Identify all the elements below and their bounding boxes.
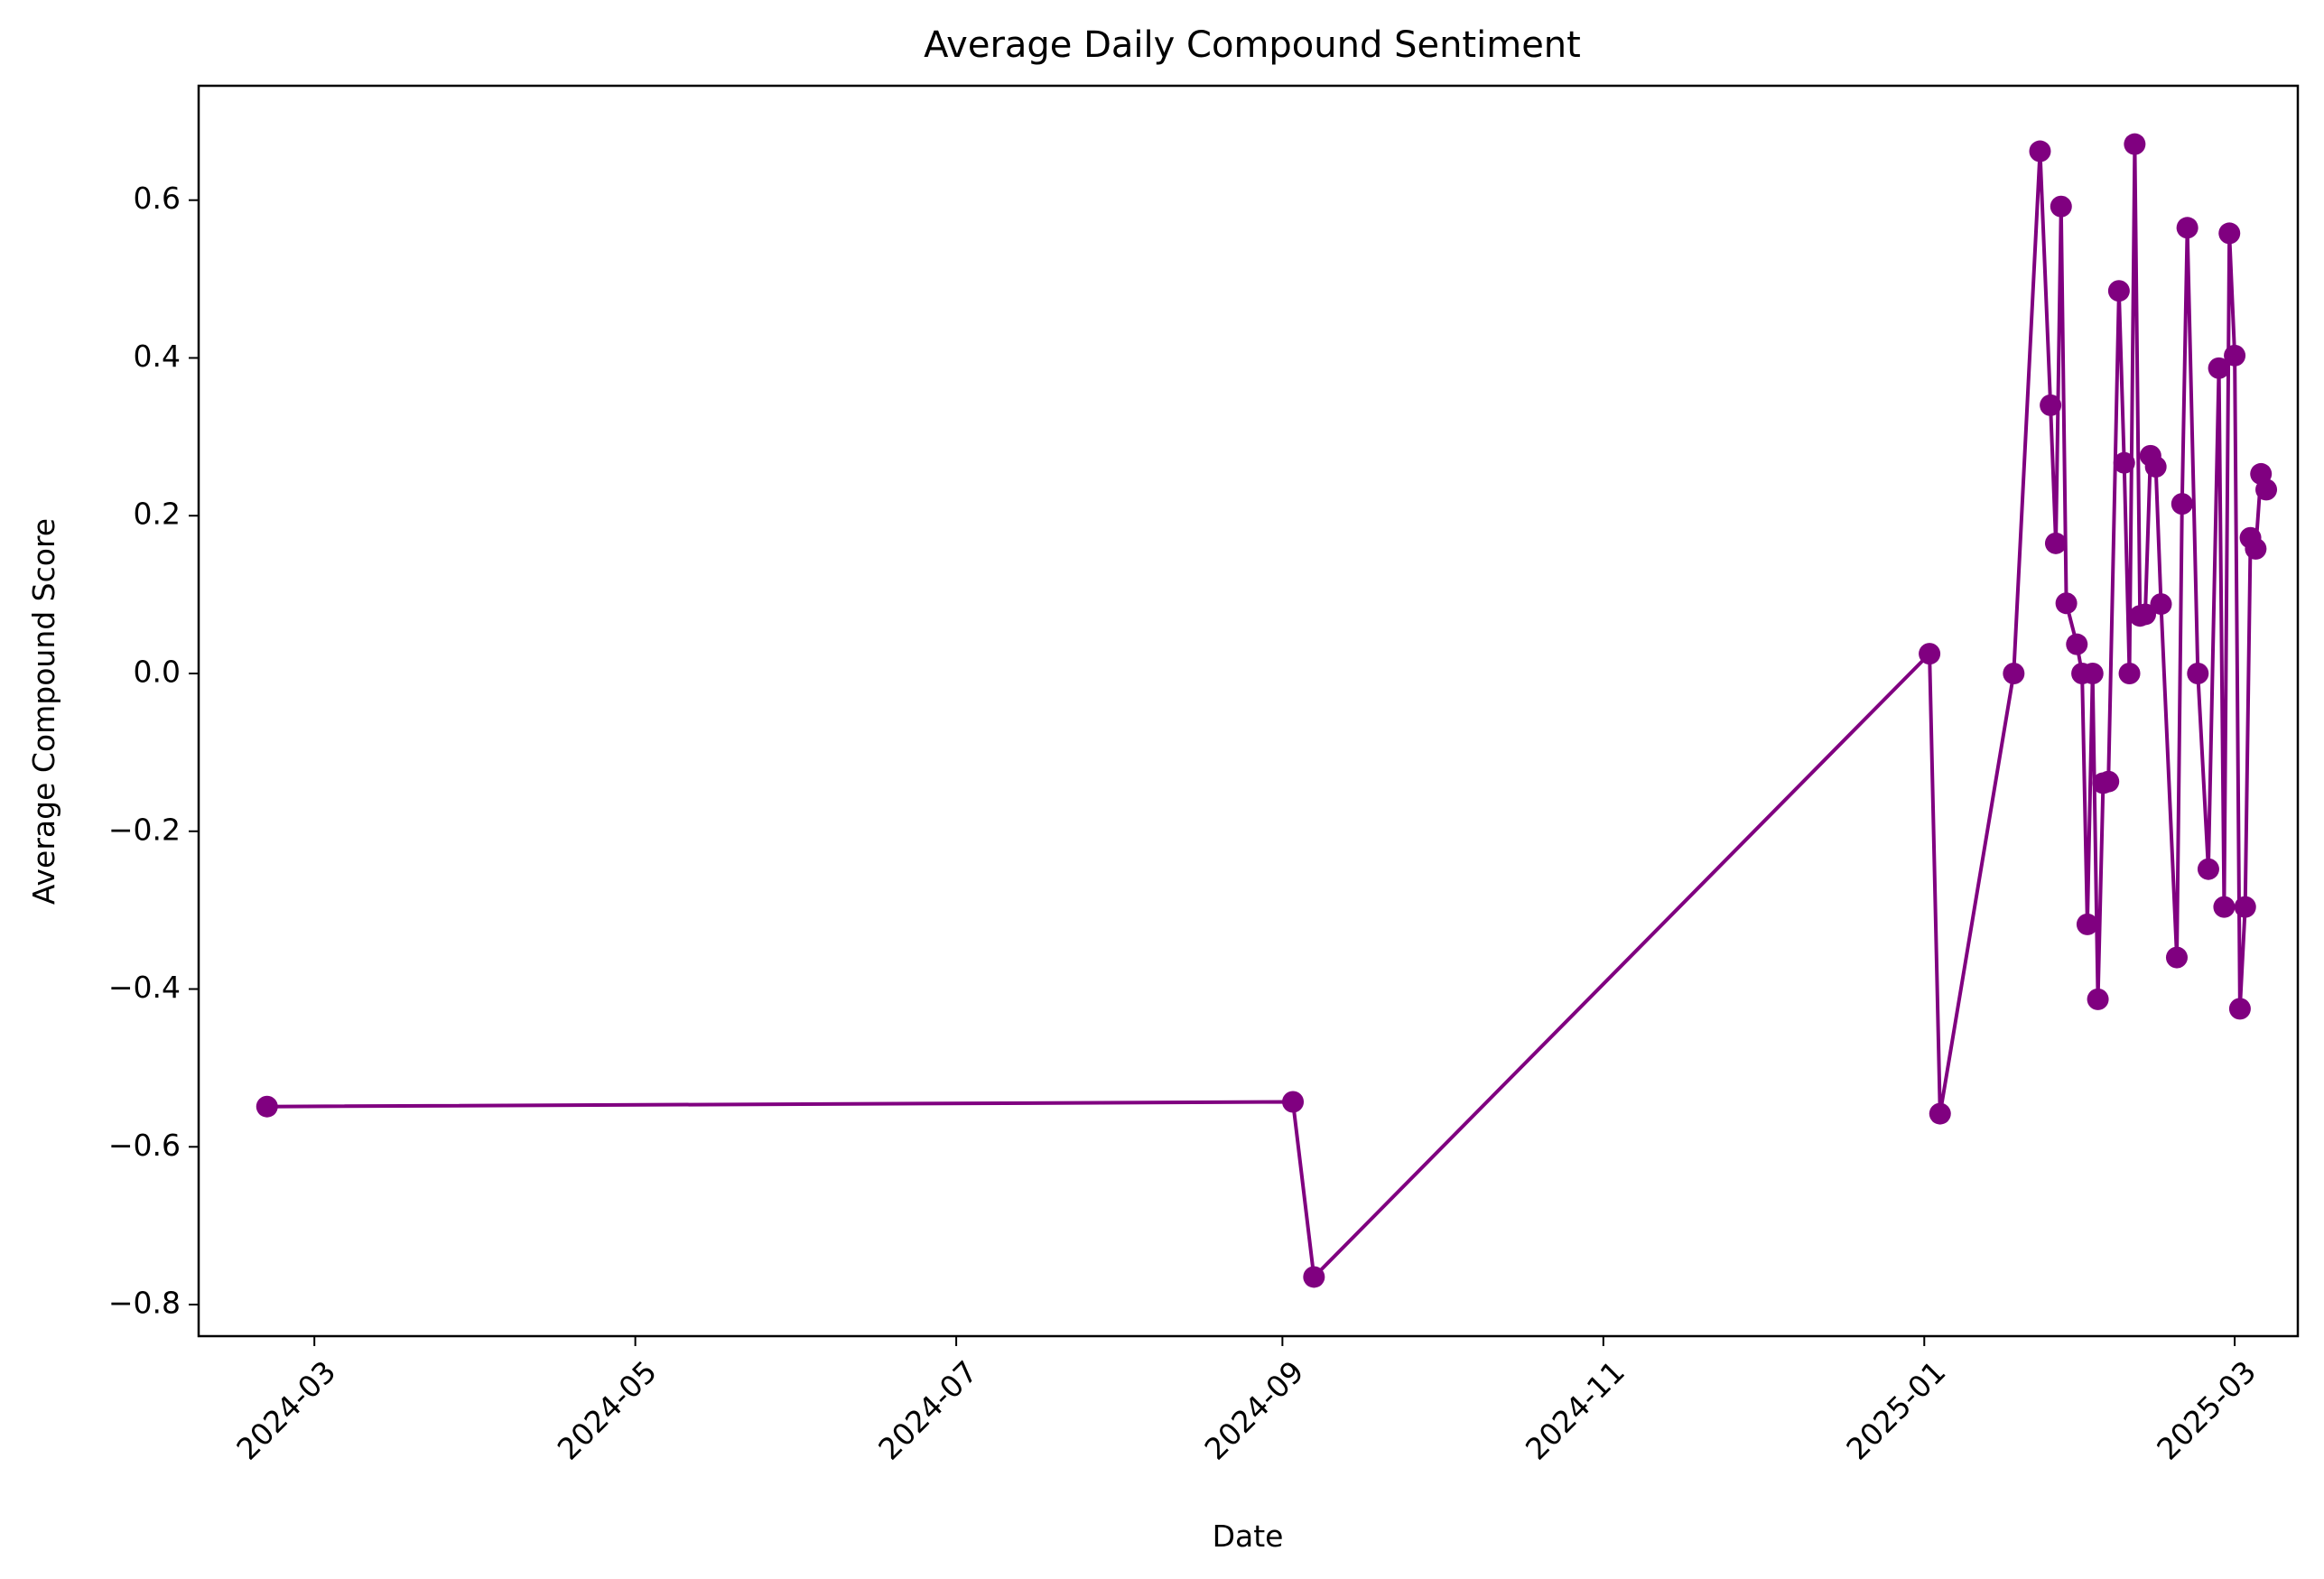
data-point (2055, 592, 2078, 615)
y-tick-label: 0.6 (134, 181, 181, 216)
data-point (2234, 896, 2256, 918)
data-point (2066, 633, 2088, 655)
data-point (1929, 1102, 1951, 1125)
data-point (2187, 662, 2209, 684)
data-point (2213, 896, 2236, 918)
data-point (2044, 532, 2067, 554)
data-point (2165, 946, 2188, 969)
data-point (2076, 913, 2098, 935)
data-point (2097, 770, 2120, 793)
data-point (2218, 222, 2241, 245)
data-point (2176, 217, 2199, 239)
data-point (2134, 603, 2157, 626)
y-tick-label: −0.2 (108, 812, 181, 847)
data-point (2029, 140, 2051, 163)
data-point (2228, 998, 2251, 1020)
data-point (2087, 988, 2109, 1010)
data-series (256, 133, 2278, 1288)
data-point (2144, 456, 2167, 478)
y-tick-label: 0.2 (134, 497, 181, 532)
y-tick-label: −0.6 (108, 1128, 181, 1163)
data-point (2150, 593, 2172, 616)
data-point (2171, 493, 2193, 515)
data-point (256, 1095, 278, 1118)
chart-title: Average Daily Compound Sentiment (924, 24, 1581, 66)
data-point (1282, 1091, 1305, 1113)
y-tick-label: −0.4 (108, 970, 181, 1005)
data-point (2245, 537, 2267, 560)
y-axis-label: Average Compound Score (26, 518, 61, 905)
series-line (266, 142, 2268, 1279)
data-point (2208, 357, 2230, 379)
data-point (1303, 1266, 1325, 1288)
data-point (1919, 643, 1941, 665)
data-point (2113, 451, 2135, 474)
data-point (2255, 478, 2278, 501)
data-point (2107, 280, 2130, 302)
data-point (2040, 394, 2062, 416)
y-tick-label: −0.8 (108, 1286, 181, 1321)
data-point (2003, 662, 2025, 684)
y-tick-label: 0.0 (134, 654, 181, 689)
x-axis-label: Date (1213, 1519, 1284, 1554)
y-axis-ticks: 0.6 0.4 0.2 0.0 −0.2 −0.4 −0.6 −0.8 (108, 181, 199, 1321)
data-point (2081, 662, 2104, 684)
plot-frame (197, 84, 2300, 1338)
data-point (2118, 662, 2141, 684)
data-point (2224, 344, 2246, 367)
data-point (2050, 195, 2072, 218)
y-tick-label: 0.4 (134, 339, 181, 374)
data-point (2124, 133, 2146, 155)
data-point (2197, 858, 2219, 880)
